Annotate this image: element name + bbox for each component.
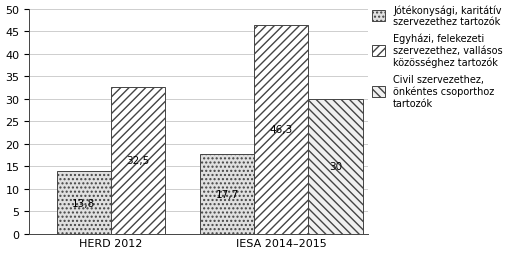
Bar xyxy=(200,154,254,234)
Legend: Jótékonysági, karitátív
szervezethez tartozók, Egyházi, felekezeti
szervezethez,: Jótékonysági, karitátív szervezethez tar… xyxy=(372,5,503,108)
Text: 32,5: 32,5 xyxy=(126,156,150,166)
Bar xyxy=(56,172,111,234)
Bar xyxy=(308,99,363,234)
Text: 46,3: 46,3 xyxy=(270,125,293,135)
Text: 17,7: 17,7 xyxy=(215,189,239,199)
Text: 30: 30 xyxy=(329,162,342,171)
Bar xyxy=(111,88,165,234)
Text: 13,8: 13,8 xyxy=(72,198,95,208)
Bar xyxy=(254,26,308,234)
